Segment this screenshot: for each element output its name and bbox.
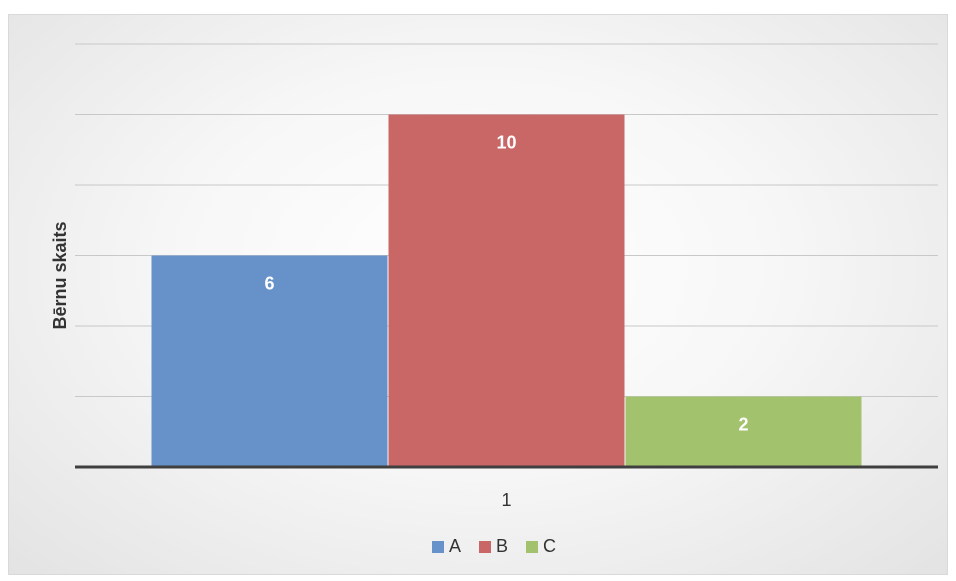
y-axis-title: Bērnu skaits — [50, 221, 70, 329]
x-tick-labels: 1 — [501, 490, 511, 510]
bar-b — [388, 114, 625, 467]
x-tick-label: 1 — [501, 490, 511, 510]
legend-swatch-c — [526, 541, 538, 553]
bars — [151, 114, 862, 467]
legend-label-a: A — [449, 536, 461, 556]
data-label-c: 2 — [738, 415, 748, 435]
legend-swatch-b — [479, 541, 491, 553]
data-label-b: 10 — [496, 133, 516, 153]
legend: A B C — [432, 536, 556, 556]
data-labels: 6 10 2 — [264, 133, 748, 435]
bar-a — [151, 255, 388, 467]
legend-label-b: B — [496, 536, 508, 556]
bar-c — [625, 396, 862, 467]
legend-label-c: C — [543, 536, 556, 556]
data-label-a: 6 — [264, 274, 274, 294]
legend-swatch-a — [432, 541, 444, 553]
